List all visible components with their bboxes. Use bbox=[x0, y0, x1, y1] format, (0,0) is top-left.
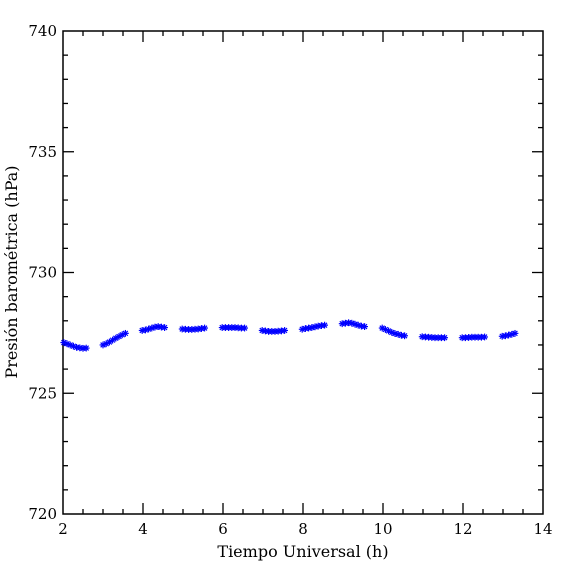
y-tick-label: 730 bbox=[28, 264, 57, 282]
x-tick-label: 10 bbox=[373, 520, 392, 538]
data-point bbox=[241, 324, 248, 332]
data-point bbox=[481, 333, 488, 341]
x-tick-label: 6 bbox=[218, 520, 228, 538]
x-tick-label: 4 bbox=[138, 520, 148, 538]
data-point bbox=[361, 323, 368, 330]
y-tick-label: 735 bbox=[28, 143, 57, 161]
y-axis-label: Presión barométrica (hPa) bbox=[2, 165, 21, 378]
x-tick-labels: 2 4 6 8 10 12 14 bbox=[58, 520, 552, 538]
data-point bbox=[281, 327, 288, 334]
x-tick-label: 8 bbox=[298, 520, 308, 538]
data-point bbox=[511, 329, 519, 337]
data-point bbox=[441, 334, 448, 342]
x-tick-label: 12 bbox=[453, 520, 472, 538]
y-tick-labels: 720 725 730 735 740 bbox=[28, 22, 57, 523]
plot-frame bbox=[62, 30, 544, 515]
data-point bbox=[201, 324, 208, 332]
data-point bbox=[508, 330, 516, 338]
data-point bbox=[122, 329, 129, 337]
data-point bbox=[321, 321, 328, 329]
y-tick-label: 740 bbox=[28, 22, 57, 40]
data-point bbox=[161, 324, 168, 331]
data-point bbox=[354, 321, 362, 329]
x-axis-label: Tiempo Universal (h) bbox=[217, 542, 388, 561]
data-point bbox=[82, 344, 90, 352]
y-tick-label: 720 bbox=[28, 505, 57, 523]
x-tick-label: 2 bbox=[58, 520, 68, 538]
axis-ticks bbox=[63, 31, 543, 514]
x-tick-label: 14 bbox=[533, 520, 552, 538]
data-series bbox=[60, 319, 519, 352]
y-tick-label: 725 bbox=[28, 384, 57, 402]
data-point bbox=[401, 332, 408, 340]
